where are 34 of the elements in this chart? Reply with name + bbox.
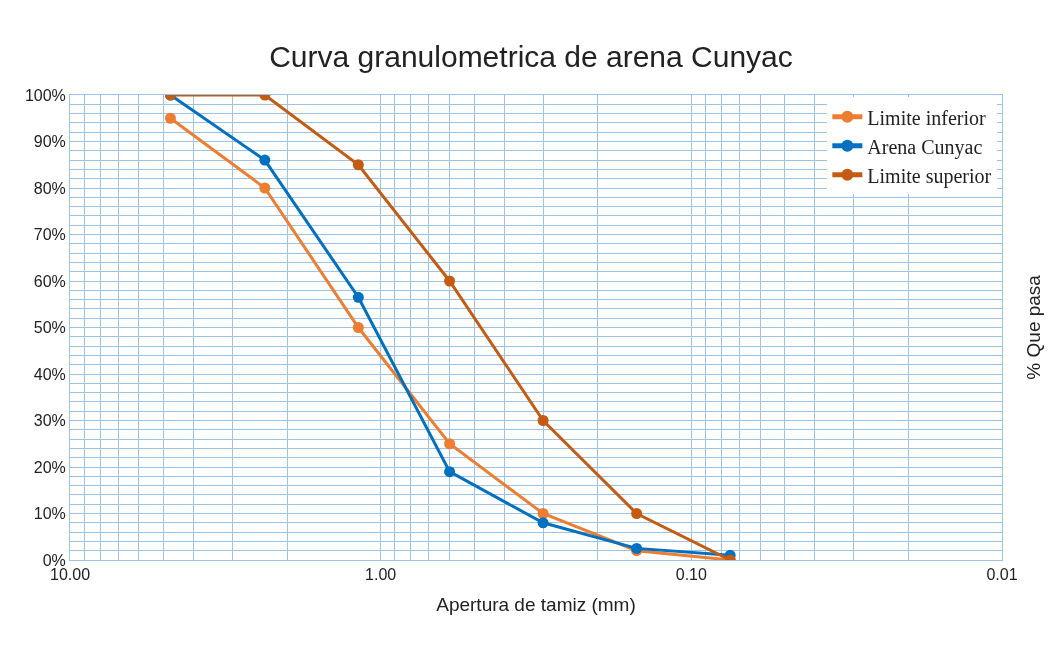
point [537, 517, 549, 529]
x-tick-label: 1.00 [365, 566, 397, 584]
y-tick-label: 100% [24, 86, 66, 104]
y-tick-label: 10% [33, 505, 66, 523]
point [259, 182, 271, 194]
legend-label: Limite superior [867, 164, 992, 188]
y-tick-label: 70% [33, 226, 66, 244]
point [352, 159, 364, 171]
chart-title: Curva granulometrica de arena Cunyac [269, 39, 793, 73]
point [537, 508, 549, 519]
point [444, 438, 456, 450]
x-tick-label: 0.01 [986, 566, 1018, 584]
y-tick-label: 50% [33, 319, 66, 337]
point [164, 112, 176, 124]
point [444, 275, 456, 287]
point [444, 466, 456, 478]
point [352, 291, 364, 303]
y-axis-title: % Que pasa [1022, 274, 1044, 380]
y-tick-label: 90% [33, 133, 66, 151]
y-tick-label: 20% [33, 458, 66, 476]
y-tick-label: 40% [33, 365, 66, 383]
y-tick-label: 80% [33, 179, 66, 197]
legend-label: Arena Cunyac [867, 135, 983, 159]
point [352, 322, 364, 333]
point [537, 415, 549, 426]
point [259, 154, 271, 166]
x-tick-label: 0.10 [675, 566, 707, 584]
y-tick-label: 60% [33, 272, 66, 290]
y-tick-label: 0% [42, 551, 66, 569]
x-axis-title: Apertura de tamiz (mm) [436, 594, 636, 615]
y-tick-label: 30% [33, 412, 66, 430]
x-tick-label: 10.00 [49, 566, 91, 584]
point [631, 508, 643, 519]
legend-label: Limite inferior [867, 106, 986, 129]
